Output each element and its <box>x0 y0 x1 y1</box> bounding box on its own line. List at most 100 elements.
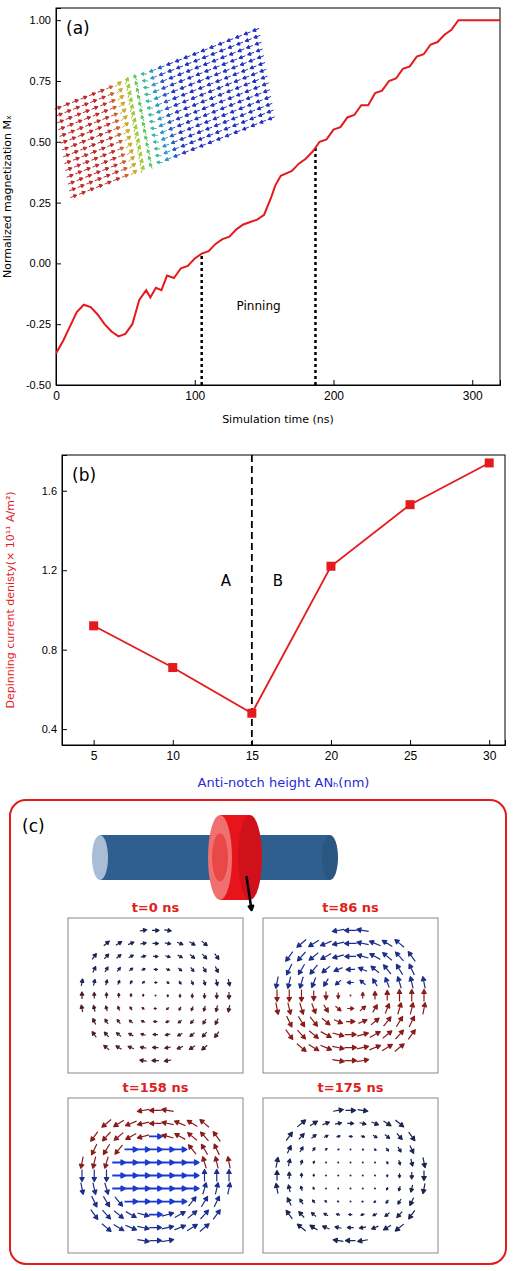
magnetization-arrow <box>179 1007 181 1010</box>
data-point <box>406 500 415 509</box>
spin-arrow <box>249 59 256 62</box>
magnetization-arrow <box>128 1046 134 1049</box>
spin-arrow <box>224 127 231 130</box>
magnetization-arrow <box>162 1225 174 1229</box>
x-tick-mark <box>334 380 335 385</box>
magnetization-arrow <box>126 1134 136 1140</box>
magnetization-arrow <box>397 1133 402 1139</box>
magnetization-arrow <box>275 1157 279 1167</box>
magnetization-arrow <box>335 1226 342 1229</box>
magnetization-arrow <box>177 1046 183 1049</box>
spin-arrow <box>148 156 151 161</box>
magnetization-arrow <box>350 1175 352 1177</box>
spin-arrow <box>254 86 261 89</box>
plot-frame <box>62 455 505 745</box>
spin-arrow <box>179 130 186 133</box>
spin-arrow <box>168 69 175 72</box>
spin-arrow <box>62 147 69 150</box>
spin-arrow <box>211 52 218 55</box>
data-point <box>485 458 494 467</box>
spin-arrow <box>213 117 220 120</box>
magnetization-arrow <box>382 940 392 946</box>
spin-arrow <box>81 96 88 99</box>
magnetization-arrow <box>155 995 157 997</box>
magnetization-arrow <box>114 1133 123 1141</box>
spin-arrow <box>150 163 153 168</box>
magnetization-arrow <box>140 1059 147 1062</box>
magnetization-arrow <box>215 1170 219 1182</box>
magnetization-arrow <box>324 979 329 987</box>
magnetization-arrow <box>287 1146 291 1154</box>
magnetization-arrow <box>137 1160 150 1164</box>
spin-arrow <box>136 138 140 145</box>
spin-arrow <box>267 110 274 113</box>
spin-arrow <box>157 110 164 113</box>
spin-arrow <box>178 73 185 76</box>
magnetization-arrow <box>129 1033 134 1036</box>
magnetization-arrow <box>410 1003 414 1015</box>
magnetization-arrow <box>345 941 357 945</box>
magnetization-arrow <box>297 1030 305 1039</box>
magnetization-arrow <box>358 1019 367 1023</box>
spin-arrow <box>61 140 68 143</box>
y-axis-title: Normalized magnetization Mₓ <box>1 115 14 278</box>
magnetization-arrow <box>125 1225 136 1230</box>
magnetization-arrow <box>287 1185 291 1192</box>
magnetization-arrow <box>104 1170 108 1182</box>
magnetization-arrow <box>384 1017 391 1026</box>
spin-arrow <box>204 120 211 123</box>
magnetization-arrow <box>383 1225 391 1230</box>
magnetization-arrow <box>93 1005 96 1011</box>
spin-arrow <box>120 161 127 164</box>
y-tick-mark <box>56 263 61 264</box>
spin-arrow <box>244 83 251 86</box>
magnetization-arrow <box>374 1175 376 1177</box>
magnetization-arrow <box>114 1211 123 1219</box>
magnetization-arrow <box>191 1020 194 1024</box>
magnetization-arrow <box>174 1160 187 1164</box>
spin-arrow <box>139 159 143 166</box>
spin-arrow <box>143 86 149 89</box>
spin-arrow <box>130 163 136 168</box>
spin-arrow <box>169 76 176 79</box>
magnetization-arrow <box>105 993 108 998</box>
spin-arrow <box>187 76 194 79</box>
spin-arrow <box>236 93 243 96</box>
spin-arrow <box>240 113 247 116</box>
magnetization-arrow <box>114 1120 124 1126</box>
magnetization-arrow <box>350 1188 352 1190</box>
spin-arrow <box>157 161 163 164</box>
spin-arrow <box>171 141 178 144</box>
spin-arrow <box>170 134 177 137</box>
snapshot-label: t=175 ns <box>318 1080 384 1095</box>
magnetization-arrow <box>300 1003 304 1014</box>
magnetization-arrow <box>362 1161 364 1163</box>
magnetization-arrow <box>309 1044 319 1050</box>
spin-arrow <box>82 154 89 157</box>
magnetization-arrow <box>286 1030 293 1040</box>
magnetization-arrow <box>137 1135 149 1139</box>
spin-arrow <box>180 137 187 140</box>
magnetization-arrow <box>310 1017 317 1026</box>
magnetization-arrow <box>161 1199 174 1203</box>
magnetization-arrow <box>398 1173 400 1177</box>
spin-arrow <box>93 164 100 167</box>
magnetization-arrow <box>226 1157 230 1169</box>
spin-arrow <box>191 96 198 99</box>
magnetization-arrow <box>154 1008 157 1009</box>
spin-arrow <box>168 120 175 123</box>
spin-arrow <box>147 149 150 154</box>
magnetization-arrow <box>152 1059 159 1062</box>
spin-arrow <box>77 178 84 181</box>
magnetization-arrow <box>409 964 414 975</box>
spin-arrow <box>73 157 80 160</box>
spin-arrow <box>133 125 137 132</box>
magnetization-arrow <box>149 1173 162 1177</box>
spin-arrow <box>230 110 237 113</box>
spin-arrow <box>124 129 130 134</box>
spin-arrow <box>101 110 108 113</box>
magnetization-arrow <box>362 1188 364 1190</box>
spin-arrow <box>184 56 191 59</box>
spin-arrow <box>128 156 134 161</box>
magnetization-arrow <box>150 1108 162 1112</box>
